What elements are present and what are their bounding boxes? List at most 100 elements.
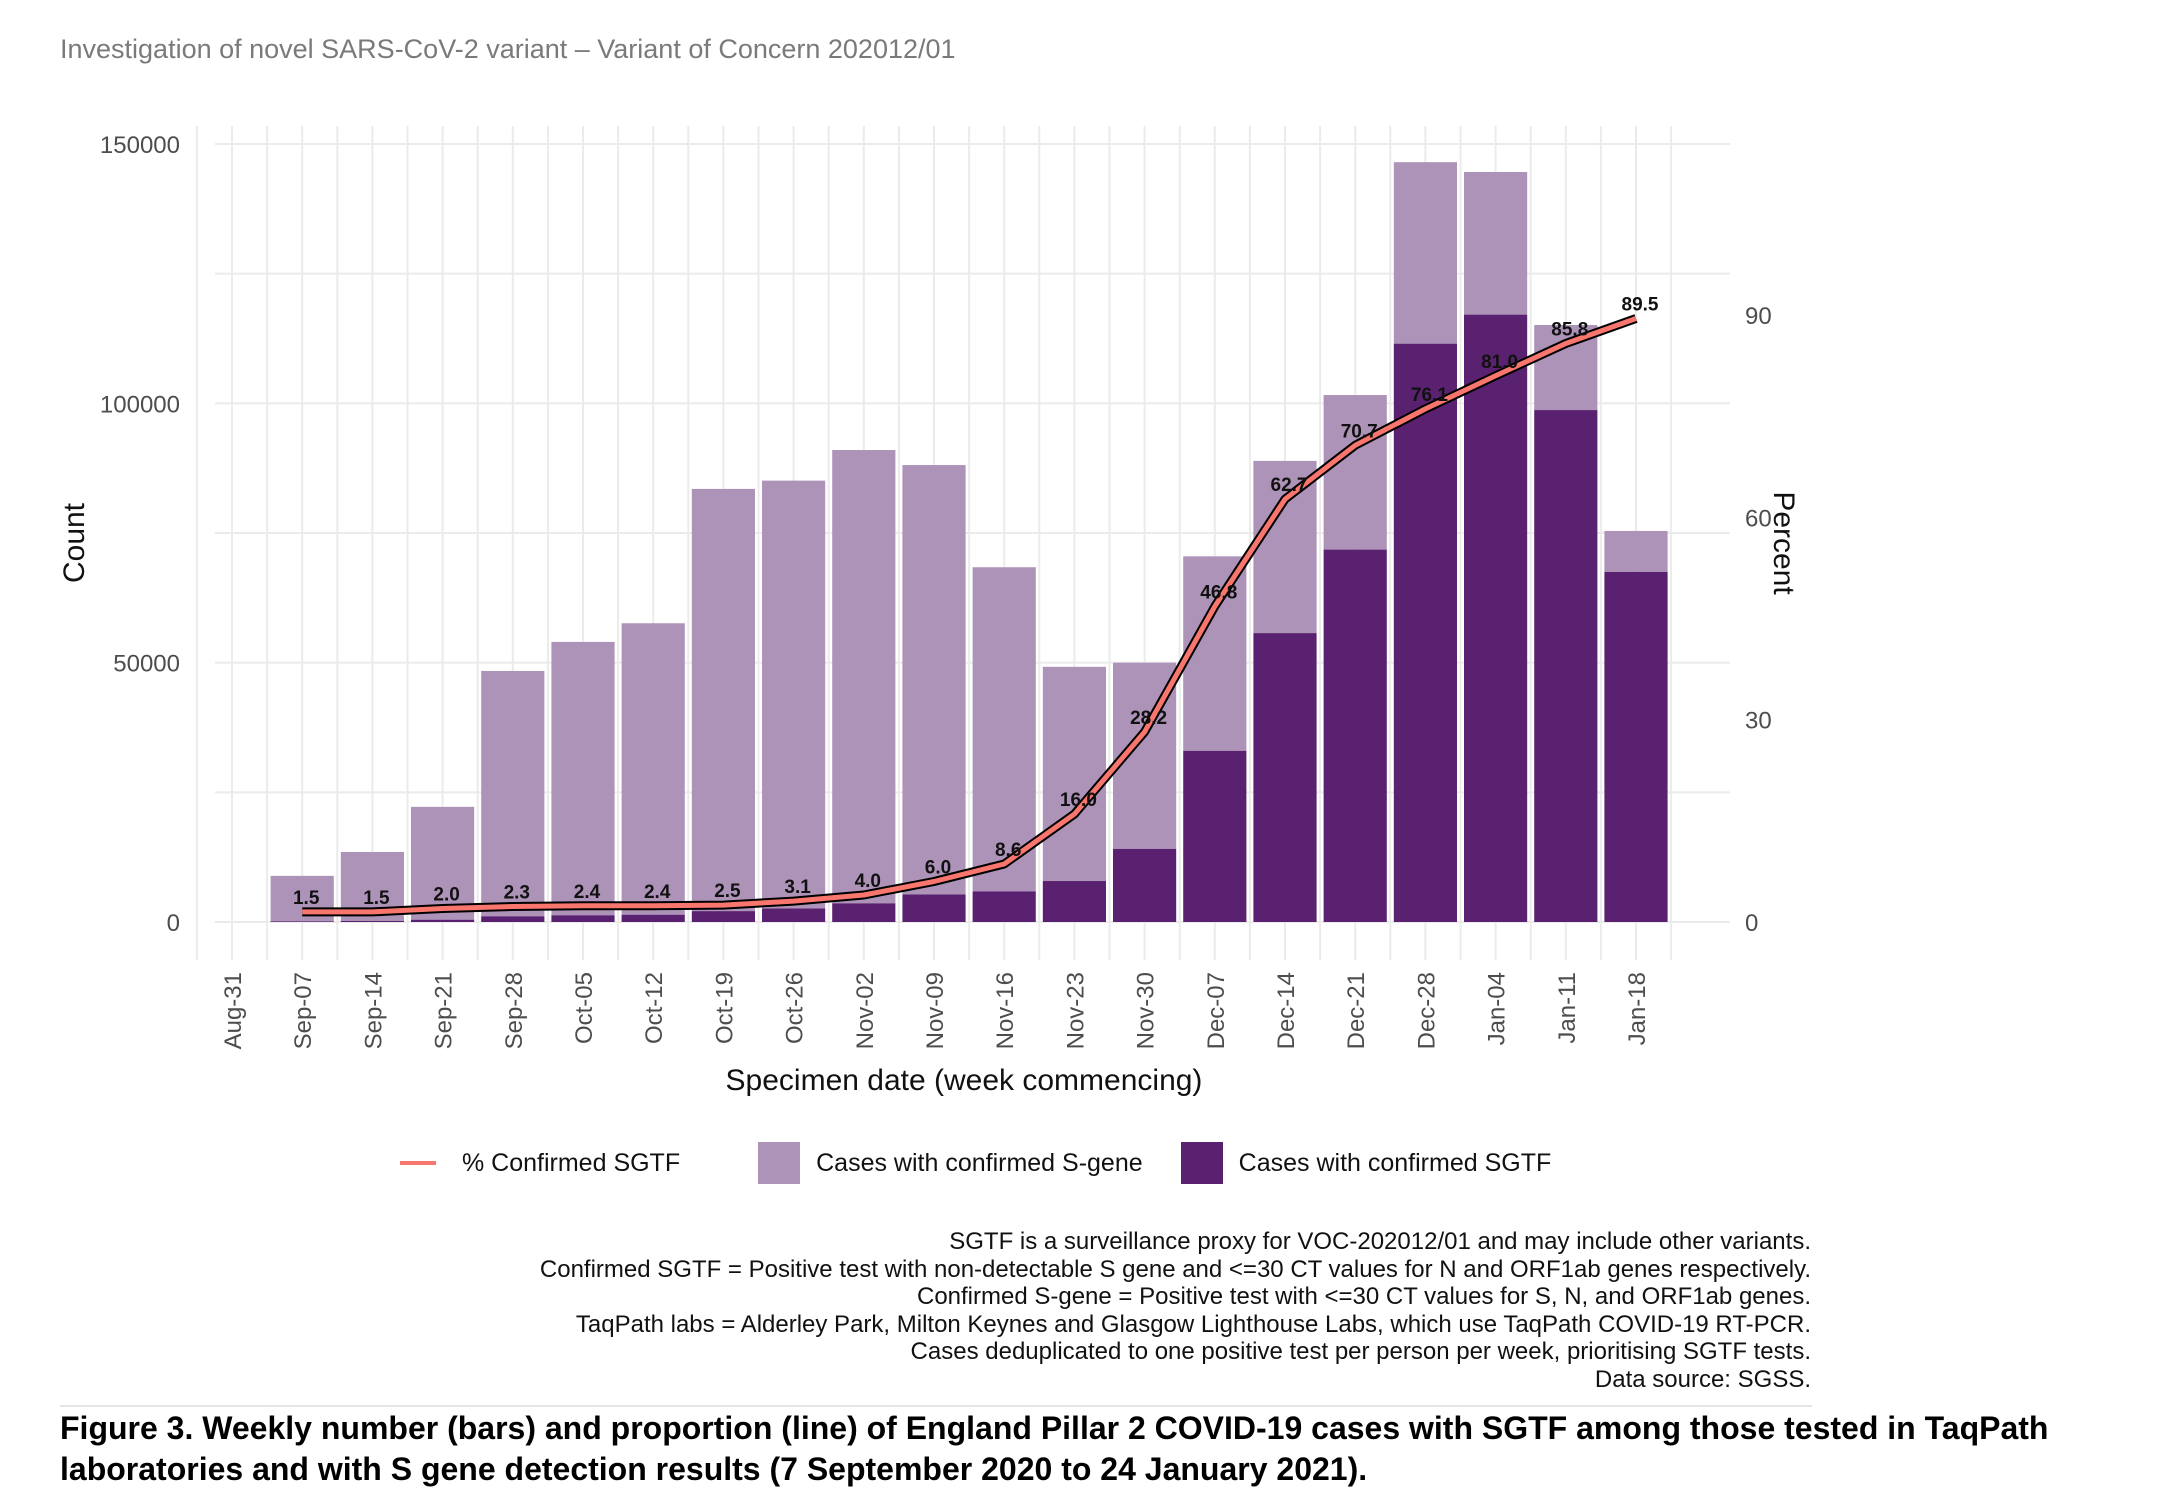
percent-data-label: 2.4 [574,882,601,903]
footnote: Data source: SGSS. [1594,1365,1811,1393]
x-tick-label: Dec-21 [1343,972,1370,1049]
bar-sgtf [1253,633,1317,922]
bar-sgtf [1323,549,1387,922]
percent-data-label: 1.5 [363,888,390,909]
bar-sgtf [481,916,545,922]
bar-sgtf [1534,410,1598,922]
y-tick-label: 100000 [100,391,180,418]
y-tick-label: 50000 [113,651,180,678]
bar-sgtf [621,914,685,922]
y2-tick-label: 30 [1745,708,1772,735]
x-tick-label: Nov-16 [992,972,1019,1049]
percent-data-label: 1.5 [293,888,320,909]
figure-caption: Figure 3. Weekly number (bars) and propo… [60,1410,2049,1487]
bar-s-gene [481,670,545,917]
y2-axis-label: Percent [1767,491,1800,595]
percent-data-label: 8.6 [995,840,1021,861]
bar-s-gene [1464,172,1528,315]
percent-data-label: 2.0 [433,885,459,906]
bar-sgtf [832,903,896,922]
x-tick-label: Nov-23 [1062,972,1089,1049]
percent-data-label: 28.2 [1130,708,1167,729]
y2-tick-label: 90 [1745,303,1772,330]
x-tick-label: Jan-11 [1554,972,1581,1044]
axes: 0 50000 100000 150000 0 30 60 90 Aug-31 Sep-07 Sep… [100,132,1772,1049]
x-tick-label: Oct-26 [782,972,809,1044]
y2-tick-label: 0 [1745,910,1758,937]
legend-label: Cases with confirmed S-gene [816,1148,1143,1177]
percent-data-label: 70.7 [1341,421,1378,442]
bar-s-gene [1183,556,1247,751]
bar-s-gene [832,450,896,904]
bar-sgtf [902,894,966,922]
legend: % Confirmed SGTF Cases with confirmed S-… [400,1140,1589,1186]
x-tick-label: Sep-21 [431,972,458,1049]
x-tick-label: Sep-28 [501,972,528,1049]
s-gene-swatch-icon [758,1142,801,1184]
percent-data-label: 2.5 [714,881,741,902]
x-tick-label: Jan-04 [1484,972,1511,1045]
percent-line [302,314,1638,917]
bar-s-gene [1604,530,1668,572]
x-tick-label: Dec-28 [1413,972,1440,1049]
bar-sgtf [270,921,334,922]
bar-sgtf [340,920,404,922]
bar-sgtf [691,911,755,922]
data-labels: 1.5 1.5 2.0 2.3 2.4 2.4 2.5 3.1 4.0 6.0 8.6 16.0 28.… [293,295,1659,909]
y-tick-label: 150000 [100,132,180,159]
bar-s-gene [972,567,1036,892]
percent-data-label: 6.0 [925,858,951,879]
percent-data-label: 2.3 [504,882,530,903]
sgtf-chart: 1.5 1.5 2.0 2.3 2.4 2.4 2.5 3.1 4.0 6.0 8.6 16.0 28.… [58,126,1800,1097]
x-tick-label: Nov-30 [1133,972,1160,1049]
x-tick-label: Oct-19 [711,972,738,1044]
percent-data-label: 85.8 [1551,319,1588,340]
bar-sgtf [1183,750,1247,922]
percent-data-label: 3.1 [784,877,811,898]
bar-s-gene [1393,162,1457,344]
x-tick-label: Nov-02 [852,972,879,1049]
legend-label: % Confirmed SGTF [462,1148,681,1177]
footnote: Confirmed S-gene = Positive test with <=… [916,1283,1811,1310]
bar-sgtf [1604,571,1668,922]
bar-s-gene [691,488,755,912]
legend-item-s-gene: Cases with confirmed S-gene [758,1142,1143,1184]
percent-data-label: 16.0 [1060,790,1097,811]
y2-tick-label: 60 [1745,505,1772,532]
x-axis-label: Specimen date (week commencing) [726,1064,1203,1097]
x-tick-label: Sep-07 [290,972,317,1049]
footnote: Cases deduplicated to one positive test … [910,1338,1811,1365]
bar-s-gene [762,480,826,909]
bar-sgtf [762,908,826,922]
percent-line-path [302,316,1637,915]
x-tick-label: Oct-05 [571,972,598,1044]
x-tick-label: Aug-31 [220,972,247,1049]
bar-s-gene [1042,666,1106,882]
y-axis-label: Count [58,502,91,583]
bar-s-gene [1323,395,1387,550]
bars [270,162,1668,923]
line-swatch-icon [400,1161,436,1165]
bar-sgtf [551,915,615,922]
sgtf-swatch-icon [1180,1142,1223,1184]
report-header: Investigation of novel SARS-CoV-2 varian… [60,34,956,64]
percent-data-label: 46.8 [1200,582,1237,603]
footnotes: SGTF is a surveillance proxy for VOC-202… [540,1228,1811,1393]
bar-s-gene [621,623,685,915]
legend-item-sgtf: Cases with confirmed SGTF [1180,1142,1551,1184]
bar-sgtf [411,919,475,922]
bar-s-gene [1253,460,1317,634]
x-tick-label: Nov-09 [922,972,949,1049]
percent-data-label: 4.0 [855,871,881,892]
percent-data-label: 62.7 [1271,475,1308,496]
bar-s-gene [411,806,475,920]
bar-sgtf [972,891,1036,922]
x-tick-label: Sep-14 [360,972,387,1049]
bar-s-gene [902,465,966,895]
x-tick-label: Dec-07 [1203,972,1230,1049]
x-tick-label: Oct-12 [641,972,668,1044]
bar-s-gene [551,641,615,916]
caption-divider [60,1405,1812,1407]
x-tick-label: Jan-18 [1624,972,1651,1045]
percent-data-label: 2.4 [644,882,671,903]
